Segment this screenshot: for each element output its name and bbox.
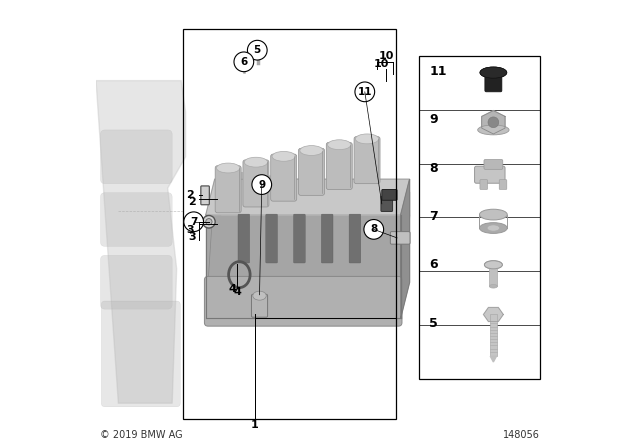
- FancyBboxPatch shape: [294, 214, 305, 263]
- FancyBboxPatch shape: [252, 294, 268, 317]
- Circle shape: [184, 212, 204, 232]
- FancyBboxPatch shape: [100, 130, 172, 184]
- Circle shape: [254, 41, 262, 49]
- FancyBboxPatch shape: [298, 148, 324, 195]
- FancyBboxPatch shape: [499, 180, 507, 190]
- Circle shape: [364, 220, 383, 239]
- Polygon shape: [490, 356, 497, 362]
- Text: 5: 5: [429, 317, 438, 330]
- Ellipse shape: [272, 151, 296, 161]
- Circle shape: [355, 82, 374, 102]
- FancyBboxPatch shape: [243, 160, 269, 207]
- FancyBboxPatch shape: [490, 265, 497, 286]
- Text: 1: 1: [251, 420, 259, 430]
- FancyBboxPatch shape: [484, 159, 503, 169]
- Polygon shape: [401, 179, 410, 318]
- FancyBboxPatch shape: [349, 214, 361, 263]
- FancyBboxPatch shape: [354, 137, 380, 184]
- Polygon shape: [206, 179, 410, 215]
- Circle shape: [203, 215, 215, 228]
- Ellipse shape: [479, 223, 508, 233]
- Text: 6: 6: [240, 57, 248, 67]
- FancyBboxPatch shape: [100, 193, 172, 246]
- Ellipse shape: [480, 67, 507, 78]
- Ellipse shape: [253, 291, 266, 300]
- Text: 7: 7: [190, 217, 197, 227]
- FancyBboxPatch shape: [480, 180, 488, 190]
- Polygon shape: [221, 170, 410, 215]
- FancyBboxPatch shape: [101, 301, 180, 407]
- FancyBboxPatch shape: [475, 166, 505, 183]
- Text: 4: 4: [233, 287, 241, 297]
- Text: 5: 5: [253, 45, 261, 55]
- Polygon shape: [96, 81, 186, 403]
- FancyBboxPatch shape: [382, 190, 397, 200]
- Ellipse shape: [300, 146, 323, 155]
- Bar: [184, 29, 396, 419]
- Circle shape: [252, 175, 271, 194]
- Ellipse shape: [355, 134, 379, 144]
- FancyBboxPatch shape: [390, 232, 410, 244]
- Polygon shape: [484, 307, 503, 322]
- Text: 10: 10: [374, 59, 390, 69]
- FancyBboxPatch shape: [381, 196, 392, 211]
- FancyBboxPatch shape: [238, 214, 250, 263]
- Ellipse shape: [480, 67, 507, 78]
- Ellipse shape: [490, 284, 497, 288]
- Text: 11: 11: [358, 87, 372, 97]
- FancyBboxPatch shape: [204, 276, 402, 326]
- Text: © 2019 BMW AG: © 2019 BMW AG: [100, 430, 182, 440]
- FancyBboxPatch shape: [271, 154, 297, 201]
- Ellipse shape: [484, 261, 502, 269]
- Ellipse shape: [484, 261, 502, 269]
- FancyBboxPatch shape: [321, 214, 333, 263]
- Text: 148056: 148056: [502, 430, 540, 440]
- Ellipse shape: [216, 163, 240, 173]
- FancyBboxPatch shape: [266, 214, 278, 263]
- FancyBboxPatch shape: [201, 186, 209, 205]
- Polygon shape: [206, 215, 401, 318]
- Circle shape: [248, 40, 267, 60]
- Text: 10: 10: [379, 51, 394, 61]
- Ellipse shape: [487, 225, 500, 231]
- FancyBboxPatch shape: [100, 255, 172, 309]
- Text: 9: 9: [429, 113, 438, 126]
- FancyBboxPatch shape: [485, 71, 502, 92]
- Bar: [419, 56, 540, 379]
- Text: 9: 9: [258, 180, 266, 190]
- Text: 3: 3: [186, 225, 194, 235]
- Text: 3: 3: [189, 233, 196, 242]
- Ellipse shape: [328, 140, 351, 150]
- Text: 2: 2: [186, 190, 194, 200]
- Text: 7: 7: [429, 210, 438, 223]
- Ellipse shape: [244, 157, 268, 167]
- Text: 8: 8: [429, 161, 438, 175]
- FancyBboxPatch shape: [326, 142, 352, 190]
- Polygon shape: [206, 215, 410, 318]
- Text: 8: 8: [370, 224, 378, 234]
- Ellipse shape: [477, 125, 509, 135]
- Circle shape: [206, 219, 212, 225]
- FancyBboxPatch shape: [490, 314, 497, 356]
- Circle shape: [234, 52, 253, 72]
- Text: 2: 2: [188, 197, 196, 207]
- Circle shape: [488, 117, 499, 128]
- Text: 4: 4: [228, 284, 237, 294]
- Circle shape: [241, 55, 247, 61]
- Text: 6: 6: [429, 258, 438, 271]
- Ellipse shape: [479, 209, 508, 220]
- Text: 11: 11: [429, 65, 447, 78]
- Polygon shape: [482, 111, 505, 134]
- FancyBboxPatch shape: [215, 166, 241, 213]
